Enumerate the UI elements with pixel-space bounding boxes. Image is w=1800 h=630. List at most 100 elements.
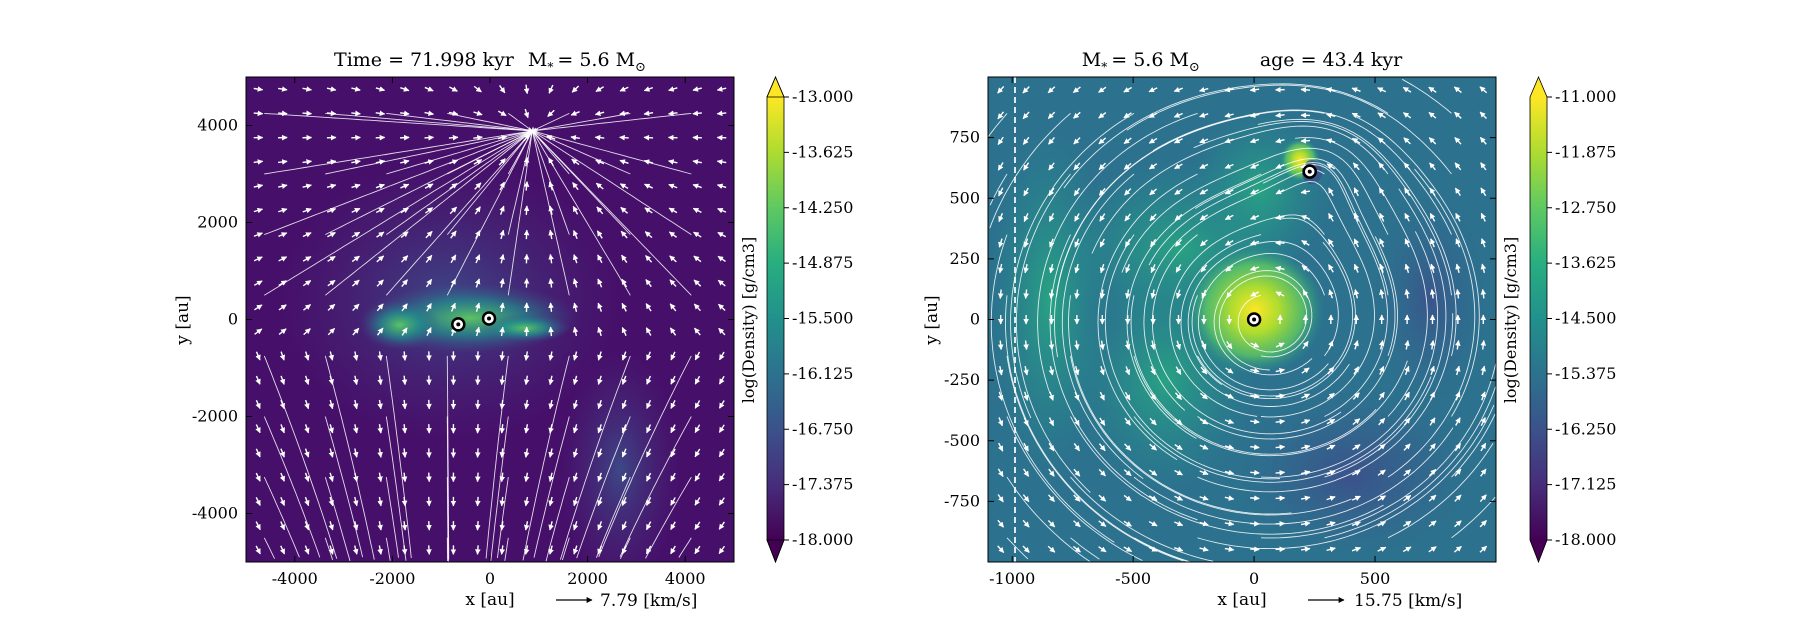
velocity-arrow	[548, 375, 554, 386]
velocity-arrow	[1429, 288, 1436, 299]
velocity-arrow	[1302, 289, 1309, 299]
streamline	[447, 128, 537, 175]
velocity-arrow	[694, 351, 701, 361]
streamline	[490, 416, 509, 562]
velocity-arrow	[1224, 240, 1234, 246]
velocity-arrow	[499, 326, 505, 337]
velocity-arrow	[1429, 212, 1436, 222]
velocity-arrow	[1300, 495, 1311, 502]
velocity-arrow	[326, 207, 337, 214]
velocity-arrow	[1124, 340, 1131, 350]
velocity-arrow	[1479, 111, 1487, 119]
velocity-arrow	[1149, 238, 1157, 248]
streamline	[1037, 112, 1198, 394]
velocity-arrow	[1173, 112, 1183, 118]
velocity-arrow	[253, 86, 264, 92]
velocity-arrow	[326, 110, 337, 117]
velocity-arrow	[499, 472, 506, 483]
velocity-arrow	[1048, 162, 1055, 171]
velocity-arrow	[1148, 520, 1158, 527]
streamline	[1151, 234, 1342, 435]
velocity-arrow	[1199, 418, 1209, 425]
velocity-arrow	[328, 472, 334, 482]
velocity-arrow	[694, 400, 701, 409]
velocity-arrow	[304, 399, 310, 410]
velocity-arrow	[1023, 212, 1029, 223]
velocity-arrow	[669, 255, 677, 263]
velocity-arrow	[278, 256, 288, 262]
velocity-arrow	[1098, 494, 1107, 502]
velocity-arrow	[1353, 238, 1360, 248]
velocity-arrow	[326, 86, 337, 92]
velocity-arrow	[1048, 213, 1055, 222]
velocity-arrow	[1378, 187, 1385, 197]
velocity-arrow	[351, 231, 361, 238]
streamline	[990, 234, 1115, 543]
velocity-arrow	[670, 545, 676, 555]
velocity-arrow	[1275, 214, 1285, 221]
velocity-arrow	[1199, 520, 1209, 527]
velocity-arrow	[548, 351, 554, 361]
velocity-arrow	[694, 521, 701, 530]
streamline	[1010, 113, 1135, 419]
velocity-arrow	[717, 231, 727, 238]
velocity-arrow	[425, 207, 434, 214]
velocity-arrow	[279, 375, 286, 385]
panel-1-xlabel: x [au]	[465, 590, 514, 610]
velocity-arrow	[1125, 289, 1131, 299]
velocity-arrow	[1351, 521, 1361, 527]
velocity-arrow	[1377, 520, 1387, 527]
streamline	[1451, 414, 1496, 478]
velocity-arrow	[1124, 391, 1131, 401]
velocity-arrow	[1249, 112, 1260, 118]
velocity-arrow	[1148, 112, 1158, 119]
velocity-arrow	[546, 135, 556, 141]
velocity-arrow	[474, 278, 481, 288]
streamline	[1056, 110, 1325, 297]
streamline	[528, 127, 692, 296]
velocity-arrow	[1199, 546, 1209, 552]
velocity-arrow	[1098, 137, 1107, 145]
colorbar-tick-label: -13.625	[792, 142, 853, 161]
velocity-arrow	[278, 280, 287, 287]
velocity-arrow	[1275, 112, 1285, 119]
colorbar-tick-label: -16.250	[1555, 419, 1616, 438]
velocity-arrow	[572, 205, 579, 215]
velocity-arrow	[572, 278, 579, 288]
velocity-arrow	[1403, 469, 1411, 477]
velocity-arrow	[1352, 162, 1360, 171]
velocity-arrow	[425, 278, 433, 288]
velocity-arrow	[279, 399, 286, 410]
velocity-arrow	[1455, 391, 1461, 401]
velocity-arrow	[668, 183, 678, 189]
velocity-arrow	[597, 375, 603, 385]
velocity-arrow	[1098, 443, 1106, 452]
velocity-arrow	[643, 86, 654, 92]
velocity-arrow	[278, 328, 287, 335]
velocity-arrow	[352, 496, 359, 507]
velocity-arrow	[1300, 470, 1311, 476]
velocity-arrow	[646, 424, 652, 434]
velocity-arrow	[400, 183, 410, 189]
velocity-arrow	[1123, 469, 1132, 477]
velocity-arrow	[1098, 86, 1107, 93]
streamline	[1006, 416, 1143, 561]
velocity-arrow	[1173, 86, 1183, 93]
velocity-arrow	[1250, 418, 1260, 425]
velocity-arrow	[351, 255, 360, 263]
velocity-arrow	[694, 545, 701, 555]
velocity-arrow	[1480, 212, 1487, 222]
velocity-arrow	[253, 232, 263, 238]
panel-2-colorbar-ticks: -11.000 -11.875 -12.750 -13.625 -14.500 -15.3…	[1547, 87, 1616, 549]
velocity-arrow	[1224, 112, 1234, 118]
velocity-arrow	[1326, 138, 1336, 144]
velocity-arrow	[448, 159, 459, 165]
velocity-arrow	[401, 521, 408, 531]
streamline	[507, 127, 535, 175]
colorbar-tick-label: -17.375	[792, 475, 853, 494]
velocity-arrow	[1123, 112, 1132, 119]
colorbar-tick-label: -14.250	[792, 198, 853, 217]
velocity-arrow	[595, 182, 604, 190]
velocity-arrow	[351, 86, 361, 92]
velocity-arrow	[1224, 520, 1235, 527]
